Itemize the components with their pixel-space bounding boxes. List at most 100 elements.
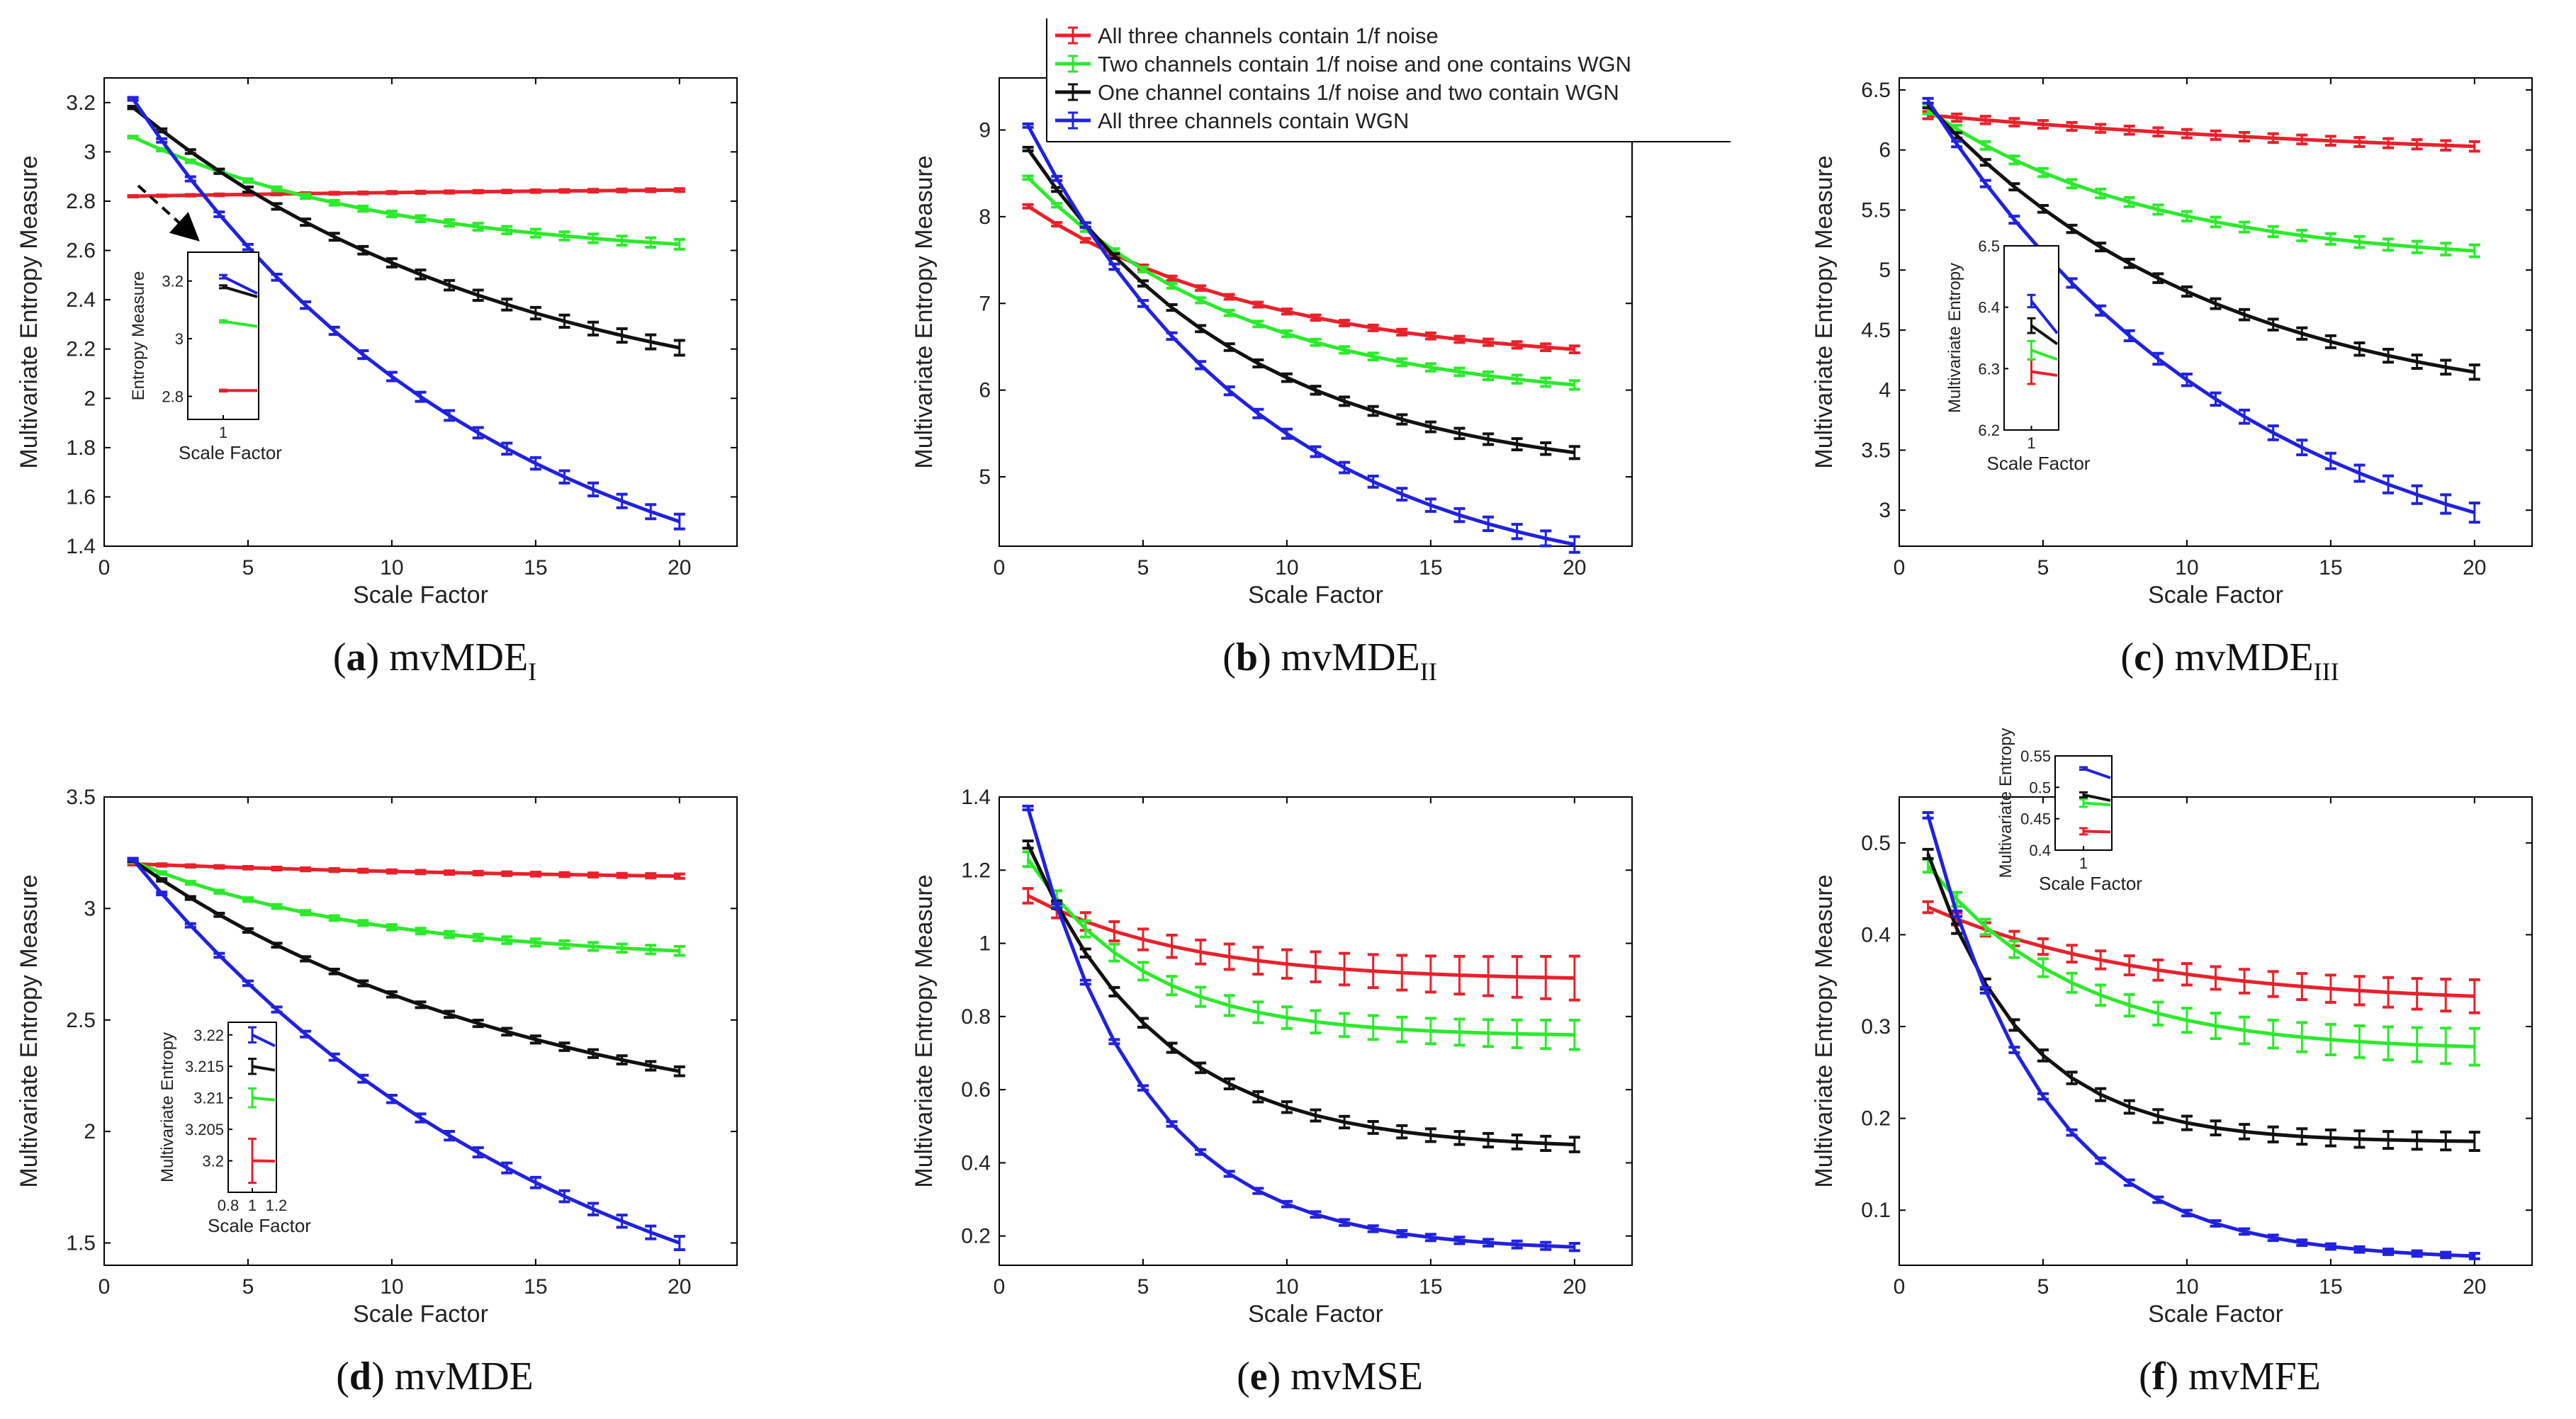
error-bar [300, 866, 312, 873]
error-bar [1453, 1130, 1466, 1146]
error-bar [1137, 1017, 1149, 1029]
error-bar [1195, 1061, 1207, 1075]
y-tick-label: 4 [1879, 379, 1891, 402]
error-bar [2181, 210, 2193, 222]
error-bar [444, 409, 456, 422]
inset-series-4 [2079, 766, 2111, 779]
error-bar [444, 869, 456, 876]
error-bar [357, 867, 369, 874]
error-bar [1424, 497, 1436, 513]
x-tick-label: 15 [2319, 1275, 2342, 1299]
error-bar [1195, 1148, 1207, 1156]
error-bar [1079, 978, 1091, 986]
error-bar [2123, 993, 2135, 1018]
inset-y-label: Multivariate Entropy [158, 1032, 177, 1182]
error-bar [300, 1029, 312, 1039]
inset-series-3 [2079, 791, 2111, 802]
error-bar [2152, 1195, 2164, 1204]
error-bar [2411, 1249, 2423, 1258]
error-bar [271, 866, 283, 872]
error-bar [1137, 266, 1149, 273]
error-bar [1166, 331, 1178, 341]
caption-subscript: III [2314, 657, 2339, 686]
error-bar [127, 135, 139, 140]
error-bar [1252, 300, 1264, 309]
error-bar [1310, 337, 1322, 347]
panel-f: 0 5 10 15 20 0.1 0.2 0.3 0.4 0.5 Scale Factor Multi… [1811, 728, 2533, 1398]
error-bar [1079, 221, 1091, 230]
inset-series-1 [248, 1137, 276, 1185]
error-bar [2008, 182, 2020, 192]
error-bar [1540, 342, 1552, 352]
x-tick-label: 20 [1563, 556, 1586, 580]
error-bar [1453, 507, 1466, 524]
error-bar [444, 929, 456, 939]
error-bar [328, 1052, 340, 1062]
error-bar [1568, 379, 1580, 391]
caption-letter: e [1250, 1355, 1268, 1398]
inset-y-tick-label: 6.5 [1978, 237, 2000, 255]
error-bar [444, 218, 456, 228]
error-bar [415, 390, 427, 403]
x-tick-label: 0 [994, 556, 1006, 580]
inset-series-line [252, 1096, 276, 1102]
error-bar [1922, 900, 1934, 915]
error-bar [2296, 326, 2308, 341]
error-bar [1310, 313, 1322, 322]
error-bar [673, 512, 685, 531]
y-tick-label: 5 [1879, 259, 1891, 282]
error-bar [1339, 395, 1351, 407]
error-bar [1195, 360, 1207, 371]
caption-letter: b [1236, 635, 1258, 679]
error-bar [2324, 334, 2336, 349]
series-line [1926, 99, 2475, 514]
x-axis-label: Scale Factor [353, 1301, 488, 1328]
error-bar [1223, 1077, 1235, 1091]
error-bar [415, 189, 427, 196]
error-bar [2353, 341, 2366, 357]
error-bar [1568, 344, 1580, 355]
error-bar [1079, 947, 1091, 959]
error-bar [1022, 174, 1034, 181]
inset-series-3 [248, 1058, 276, 1075]
error-bar [1367, 405, 1379, 417]
error-bar [673, 237, 685, 251]
error-bar [472, 222, 484, 232]
inset-y-tick-label: 0.4 [2029, 842, 2051, 859]
error-bar [1022, 887, 1034, 905]
y-tick-label: 1.6 [66, 485, 96, 509]
error-bar [1922, 811, 1934, 820]
caption-paren: ( [1222, 635, 1236, 679]
error-bar [2037, 957, 2049, 978]
error-bar [386, 990, 398, 999]
error-bar [2181, 285, 2193, 298]
error-bar [1453, 1236, 1466, 1245]
y-axis-label: Multivariate Entropy Measure [1811, 874, 1838, 1187]
error-bar [1568, 1136, 1580, 1153]
series-line [1926, 815, 2475, 1258]
legend-entry: One channel contains 1/f noise and two c… [1055, 80, 1619, 105]
x-tick-label: 5 [2037, 1275, 2049, 1299]
error-bar [587, 232, 600, 244]
y-tick-label: 3.2 [66, 91, 96, 115]
series-3 [1022, 145, 1580, 460]
error-bar [1483, 1018, 1495, 1048]
error-bar [1540, 1018, 1552, 1051]
y-tick-label: 9 [979, 118, 991, 142]
error-bar [2296, 133, 2308, 146]
caption-title: mvMFE [2188, 1355, 2321, 1398]
error-bar [1195, 938, 1207, 966]
x-tick-label: 15 [524, 1275, 547, 1299]
error-bar [1223, 385, 1235, 397]
error-bar [2008, 1046, 2020, 1054]
error-bar [415, 927, 427, 936]
error-bar [1483, 1131, 1495, 1148]
inset-x-label: Scale Factor [1987, 453, 2091, 474]
inset-series-line [2083, 830, 2111, 834]
error-bar [1310, 445, 1322, 458]
error-bar [1979, 140, 1991, 151]
legend-entry: All three channels contain 1/f noise [1055, 23, 1439, 48]
error-bar [529, 937, 541, 948]
error-bar [1281, 948, 1293, 980]
